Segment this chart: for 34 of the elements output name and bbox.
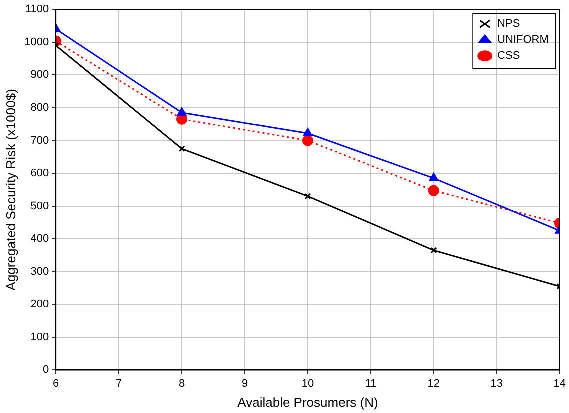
point xyxy=(303,128,313,137)
y-tick-label: 800 xyxy=(30,102,50,114)
point xyxy=(177,107,187,116)
x-tick-label: 14 xyxy=(554,378,566,390)
point xyxy=(178,146,186,152)
y-tick-label: 600 xyxy=(30,168,50,180)
x-tick-label: 9 xyxy=(242,378,248,390)
y-tick-label: 300 xyxy=(30,266,50,278)
legend-label: UNIFORM xyxy=(498,34,549,46)
point xyxy=(304,193,312,200)
y-tick-label: 1100 xyxy=(25,4,50,16)
legend-label: CSS xyxy=(498,50,520,62)
point xyxy=(428,185,440,196)
x-tick-label: 6 xyxy=(53,378,60,390)
y-tick-label: 900 xyxy=(30,69,50,82)
y-tick-label: 400 xyxy=(30,233,50,246)
x-tick-label: 12 xyxy=(428,378,440,390)
x-axis-title: Available Prosumers (N) xyxy=(238,394,378,410)
legend-label: NPS xyxy=(498,18,520,30)
y-tick-label: 700 xyxy=(30,134,50,147)
y-axis-title: Aggregated Security Risk (x1000$) xyxy=(3,89,18,291)
y-tick-label: 200 xyxy=(30,298,50,311)
y-tick-label: 1000 xyxy=(24,36,50,48)
point xyxy=(429,172,439,182)
x-tick-label: 8 xyxy=(178,378,186,390)
y-tick-label: 0 xyxy=(42,364,50,376)
x-tick-label: 10 xyxy=(302,378,314,390)
x-tick-label: 7 xyxy=(116,378,122,390)
x-tick-label: 11 xyxy=(365,378,377,390)
x-tick-label: 13 xyxy=(490,378,504,390)
y-tick-label: 500 xyxy=(30,200,50,212)
point xyxy=(302,135,314,146)
y-tick-label: 100 xyxy=(30,331,50,344)
point xyxy=(430,247,438,254)
